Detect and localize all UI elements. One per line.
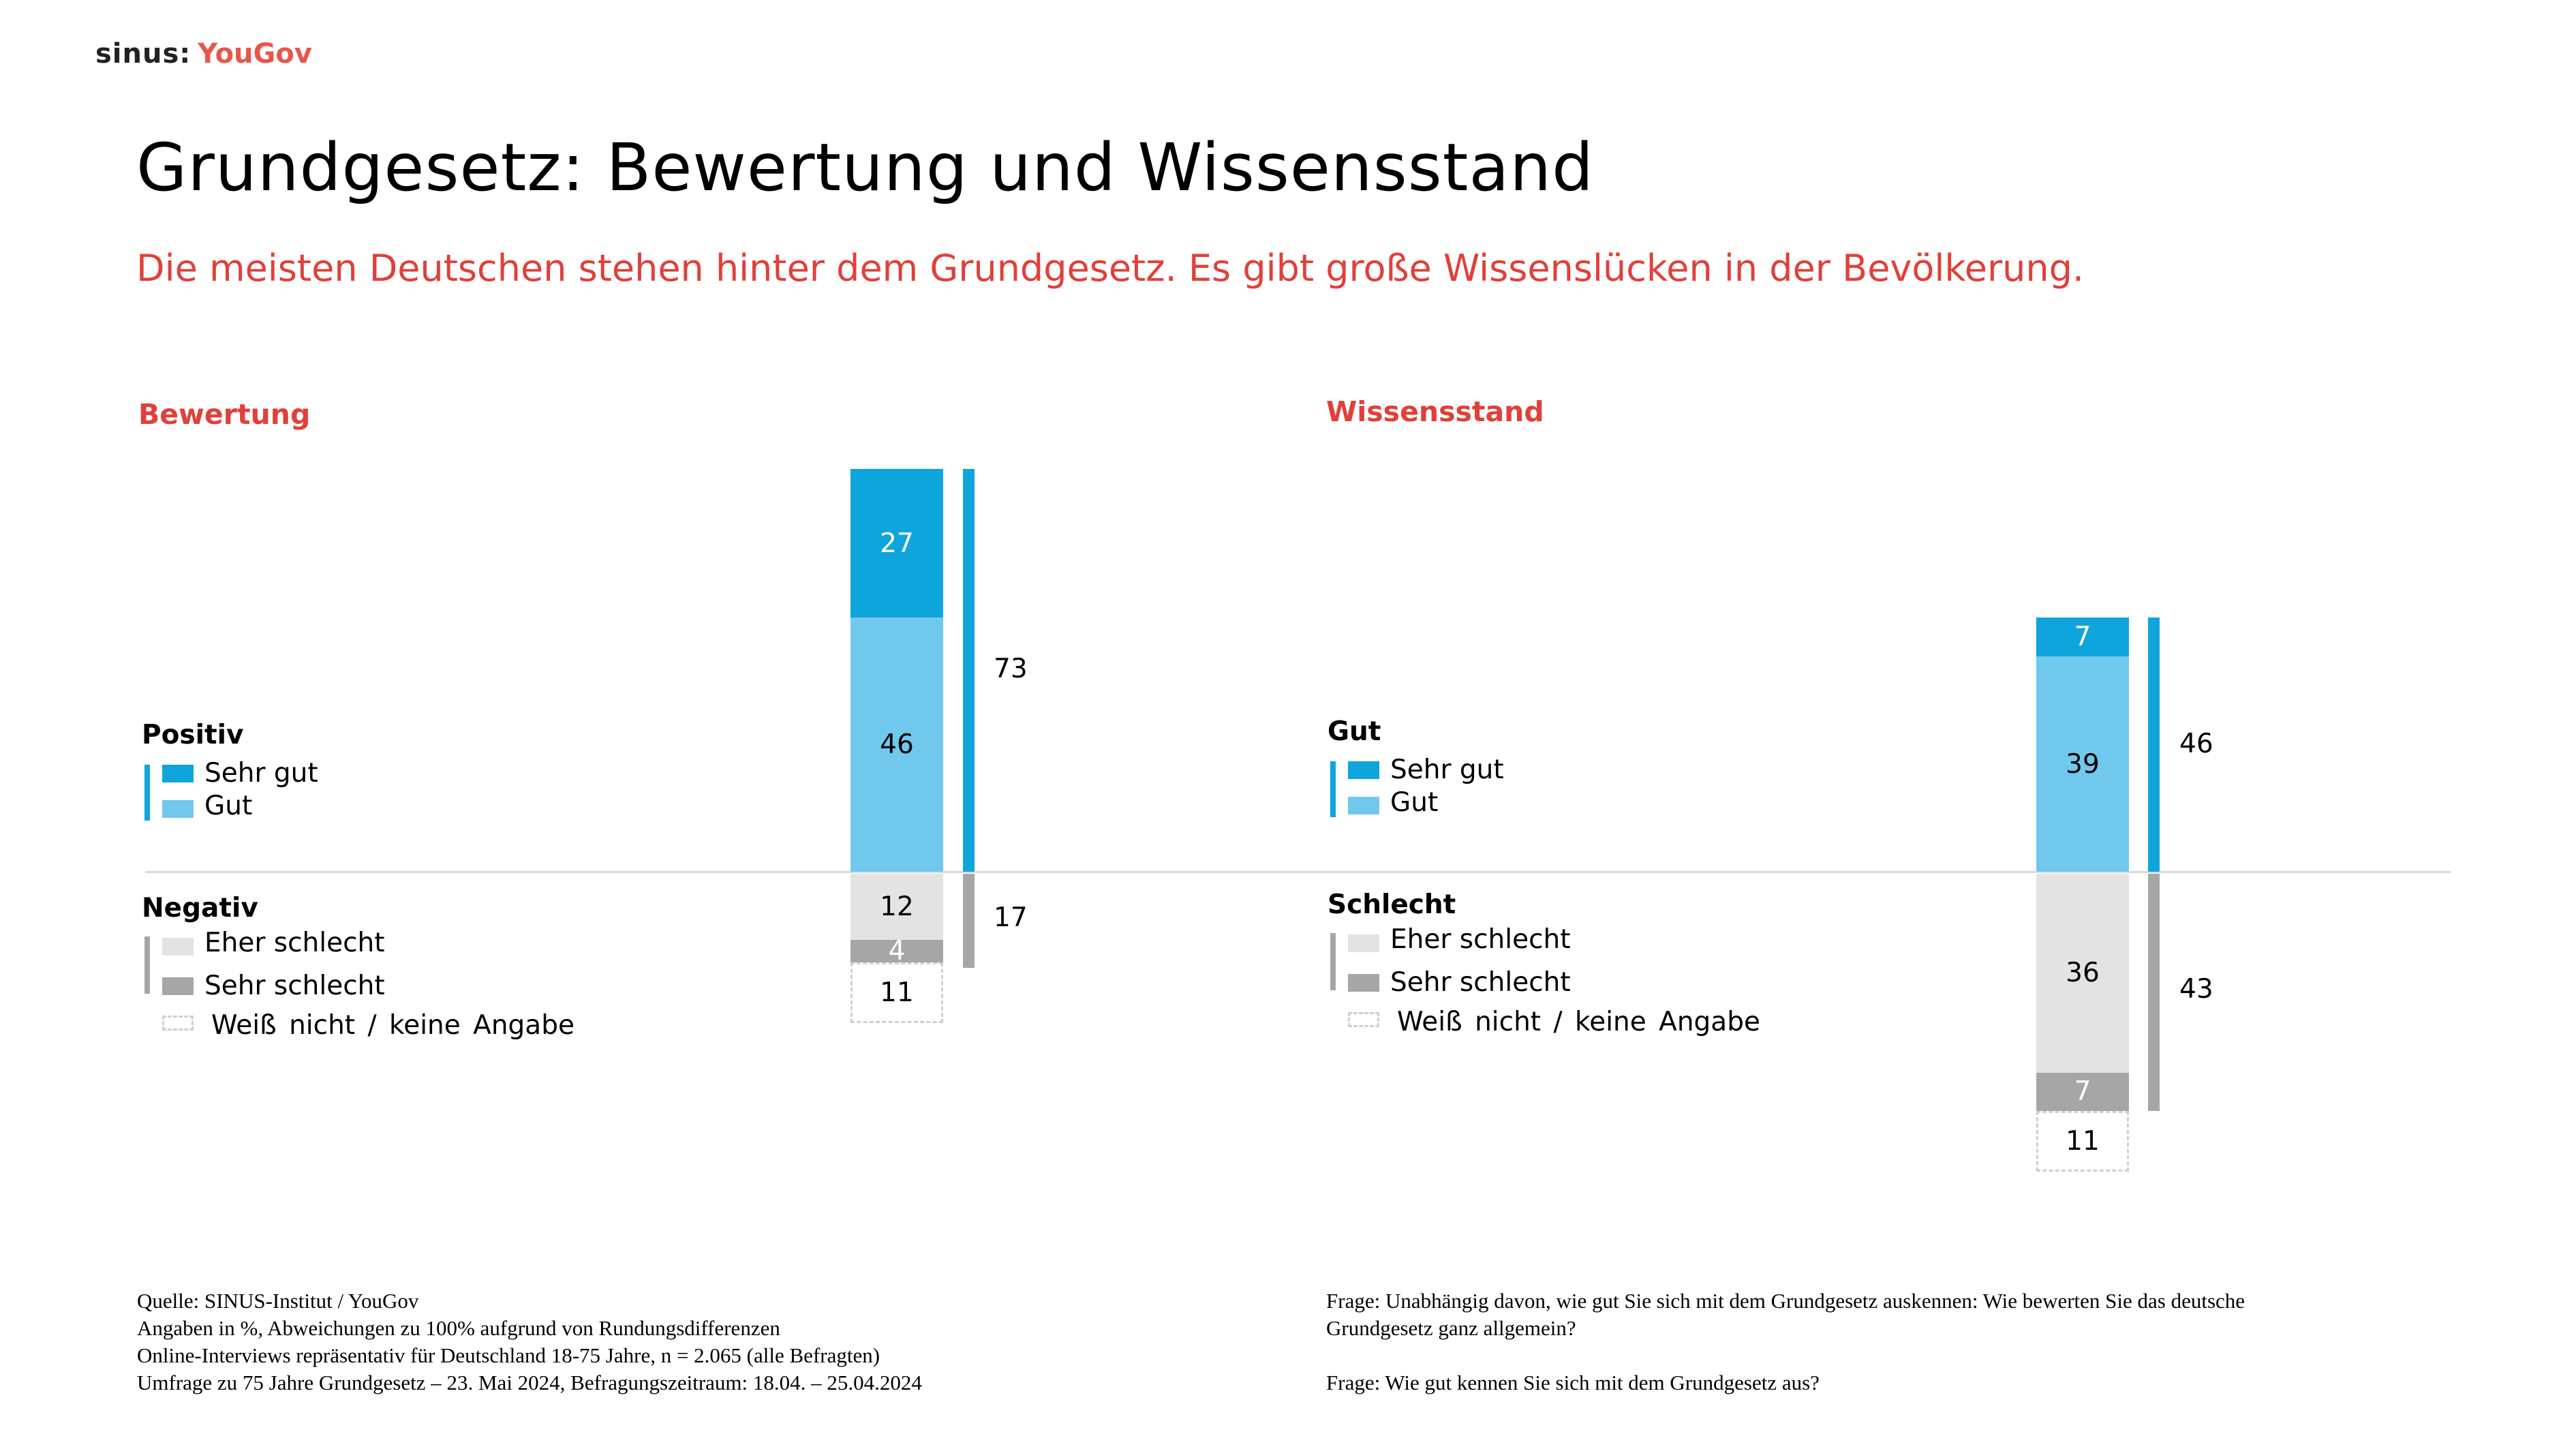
bar-segment-eher-schlecht: 36 <box>2036 874 2129 1073</box>
total-bar-positive <box>963 468 975 872</box>
total-bar-negative <box>2148 874 2160 1112</box>
bar-segment-sehr-schlecht: 7 <box>2036 1072 2129 1112</box>
sehr-schlecht-swatch <box>162 977 194 995</box>
bar-segment-gut: 39 <box>2036 656 2129 872</box>
sehr-gut-swatch <box>1348 761 1379 779</box>
legend-label: Weiß nicht / keine Angabe <box>1397 1007 1760 1037</box>
gut-swatch <box>1348 797 1379 814</box>
data-label: 12 <box>880 891 914 923</box>
positive-bracket <box>144 765 150 821</box>
legend-negative-heading: Schlecht <box>1328 889 1456 920</box>
legend-negative-heading: Negativ <box>142 893 258 924</box>
total-label-positive: 46 <box>2179 728 2213 759</box>
legend-positive-heading: Gut <box>1328 716 1381 747</box>
sehr-gut-swatch <box>162 765 194 782</box>
data-label: 11 <box>2066 1126 2100 1157</box>
negative-bracket <box>144 936 150 994</box>
footer-questions: Frage: Unabhängig davon, wie gut Sie sic… <box>1326 1287 2245 1397</box>
bar-segment-sehr-gut: 7 <box>2036 617 2129 657</box>
negative-bracket <box>1330 933 1336 990</box>
footer-line: Grundgesetz ganz allgemein? <box>1326 1316 1576 1340</box>
legend-label: Sehr gut <box>204 758 318 789</box>
total-label-negative: 17 <box>994 902 1028 933</box>
total-label-negative: 43 <box>2179 974 2213 1005</box>
baseline-divider <box>145 871 2451 873</box>
legend-label: Eher schlecht <box>204 928 385 958</box>
positive-bracket <box>1330 761 1336 817</box>
data-label: 11 <box>880 977 914 1008</box>
bar-segment-weiss-nicht: 11 <box>2036 1111 2129 1172</box>
sehr-schlecht-swatch <box>1348 974 1379 992</box>
total-bar-negative <box>963 874 975 968</box>
legend-label: Weiß nicht / keine Angabe <box>211 1010 574 1041</box>
bar-segment-eher-schlecht: 12 <box>850 874 943 941</box>
footer-line: Frage: Unabhängig davon, wie gut Sie sic… <box>1326 1289 2245 1313</box>
page-subtitle: Die meisten Deutschen stehen hinter dem … <box>136 247 2085 290</box>
legend-label: Gut <box>204 791 253 821</box>
bar-segment-sehr-schlecht: 4 <box>850 936 943 966</box>
data-label: 27 <box>880 528 914 559</box>
bar-segment-gut: 46 <box>850 617 943 872</box>
footer-line: Quelle: SINUS-Institut / YouGov <box>137 1289 419 1313</box>
eher-schlecht-swatch <box>162 938 194 956</box>
weiss-nicht-swatch <box>1348 1012 1379 1027</box>
footer-source: Quelle: SINUS-Institut / YouGov Angaben … <box>137 1287 922 1397</box>
legend-label: Sehr gut <box>1390 754 1504 785</box>
legend-label: Eher schlecht <box>1390 924 1571 955</box>
total-label-positive: 73 <box>994 654 1028 685</box>
footer-line: Umfrage zu 75 Jahre Grundgesetz – 23. Ma… <box>137 1371 922 1394</box>
footer-line: Online-Interviews repräsentativ für Deut… <box>137 1343 880 1367</box>
footer-line: Frage: Wie gut kennen Sie sich mit dem G… <box>1326 1371 1820 1394</box>
data-label: 39 <box>2066 748 2100 780</box>
page-title: Grundgesetz: Bewertung und Wissensstand <box>136 129 1595 206</box>
section-title-wissensstand: Wissensstand <box>1326 395 1544 428</box>
total-bar-positive <box>2148 617 2160 872</box>
bar-segment-weiss-nicht: 11 <box>850 962 943 1023</box>
data-label: 46 <box>880 729 914 761</box>
data-label: 7 <box>2074 1076 2091 1108</box>
data-label: 36 <box>2066 958 2100 989</box>
legend-label: Sehr schlecht <box>204 971 385 1001</box>
legend-label: Sehr schlecht <box>1390 967 1571 998</box>
bar-segment-sehr-gut: 27 <box>850 468 943 618</box>
legend-label: Gut <box>1390 787 1439 818</box>
gut-swatch <box>162 800 194 818</box>
logo-yougov: YouGov <box>198 38 312 70</box>
data-label: 7 <box>2074 622 2091 653</box>
legend-positive-heading: Positiv <box>142 720 244 750</box>
eher-schlecht-swatch <box>1348 934 1379 952</box>
logo: sinus: YouGov <box>95 38 312 70</box>
logo-sinus: sinus: <box>95 38 191 70</box>
section-title-bewertung: Bewertung <box>138 398 311 431</box>
data-label: 4 <box>888 935 906 966</box>
footer-line: Angaben in %, Abweichungen zu 100% aufgr… <box>137 1316 780 1340</box>
weiss-nicht-swatch <box>162 1016 194 1031</box>
